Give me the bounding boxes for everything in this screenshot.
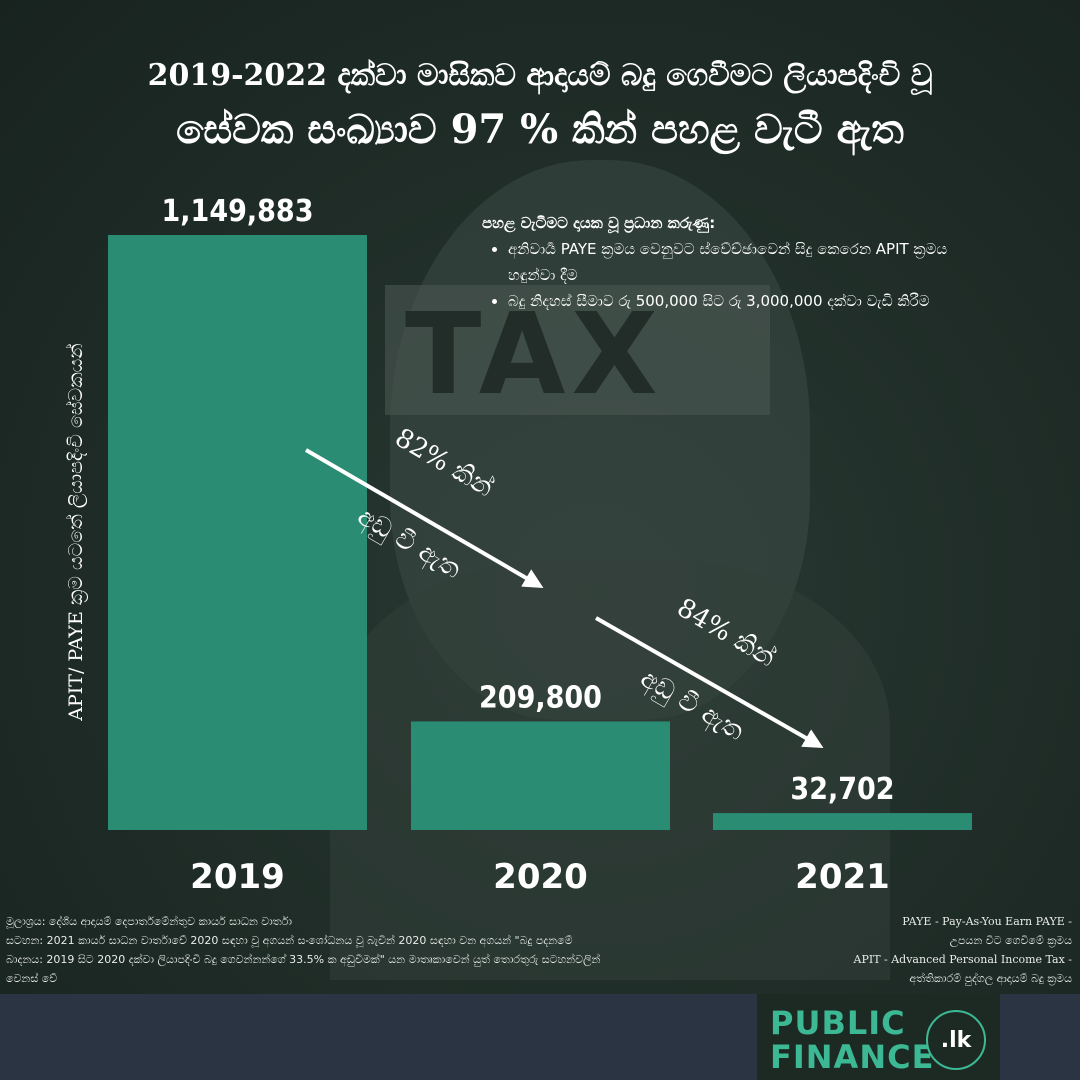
title-line-2: සේවක සංඛ්‍යාව 97 % කින් පහළ වැටී ඇත xyxy=(176,106,904,153)
glossary-line: උපයන විට ගෙවීමේ ක්‍රමය xyxy=(949,934,1072,947)
glossary-line: APIT - Advanced Personal Income Tax - xyxy=(853,953,1073,966)
category-label: 2019 xyxy=(190,857,285,897)
reasons-box: පහළ වැටීමට දායක වූ ප්‍රධාන කරුණු: අනිවාර… xyxy=(482,210,952,314)
value-label: 209,800 xyxy=(479,680,602,715)
value-label: 1,149,883 xyxy=(162,194,314,229)
glossary-line: අත්තිකාරම් පුද්ගල ආදායම් බදු ක්‍රමය xyxy=(909,972,1072,985)
title-line-1: 2019-2022 දක්වා මාසිකව ආදායම් බදු ගෙවීමට… xyxy=(147,58,933,93)
decrease-arrow xyxy=(304,448,544,589)
logo-word-public: PUBLIC xyxy=(770,1004,906,1042)
bar-2020 xyxy=(411,721,670,830)
category-label: 2021 xyxy=(795,857,890,897)
annotation-percent: 82% කින් xyxy=(390,423,499,503)
source-line: මූලාශ්‍රය: දේශීය ආදායම් දෙපාර්තමේන්තුව ක… xyxy=(6,915,292,928)
reason-item: අනිවාර්‍ය PAYE ක්‍රමය වෙනුවට ස්වේච්ඡාවෙන… xyxy=(508,236,952,288)
note-line: වෙනස් වේ xyxy=(6,972,58,985)
logo-badge: .lk xyxy=(926,1010,986,1070)
logo-word-finance: FINANCE xyxy=(770,1038,935,1076)
value-label: 32,702 xyxy=(790,772,894,807)
annotation-text: අඩු වී ඇත xyxy=(351,501,465,585)
category-label: 2020 xyxy=(493,857,588,897)
decrease-arrow xyxy=(595,616,824,748)
reason-item: බදු නිදහස් සීමාව රු 500,000 සිට රු 3,000… xyxy=(508,288,952,314)
source-note: මූලාශ්‍රය: දේශීය ආදායම් දෙපාර්තමේන්තුව ක… xyxy=(6,912,746,988)
note-line: බාදනය: 2019 සිට 2020 දක්වා ලියාපදිංචි බද… xyxy=(6,953,601,966)
bar-2019 xyxy=(108,235,367,830)
reasons-list: අනිවාර්‍ය PAYE ක්‍රමය වෙනුවට ස්වේච්ඡාවෙන… xyxy=(482,236,952,314)
annotation-percent: 84% කින් xyxy=(672,593,781,673)
bar-2021 xyxy=(713,813,972,830)
reasons-heading: පහළ වැටීමට දායක වූ ප්‍රධාන කරුණු: xyxy=(482,214,716,232)
note-line: සටහන: 2021 කාර්ය සාධන වාර්තාවේ 2020 සඳහා… xyxy=(6,934,573,947)
glossary: PAYE - Pay-As-You Earn PAYE - උපයන විට ග… xyxy=(742,912,1073,988)
glossary-line: PAYE - Pay-As-You Earn PAYE - xyxy=(902,915,1072,928)
y-axis-label: APIT/ PAYE ක්‍රම යටතේ ලියාපදිංචි සේවකයන් xyxy=(65,343,88,721)
